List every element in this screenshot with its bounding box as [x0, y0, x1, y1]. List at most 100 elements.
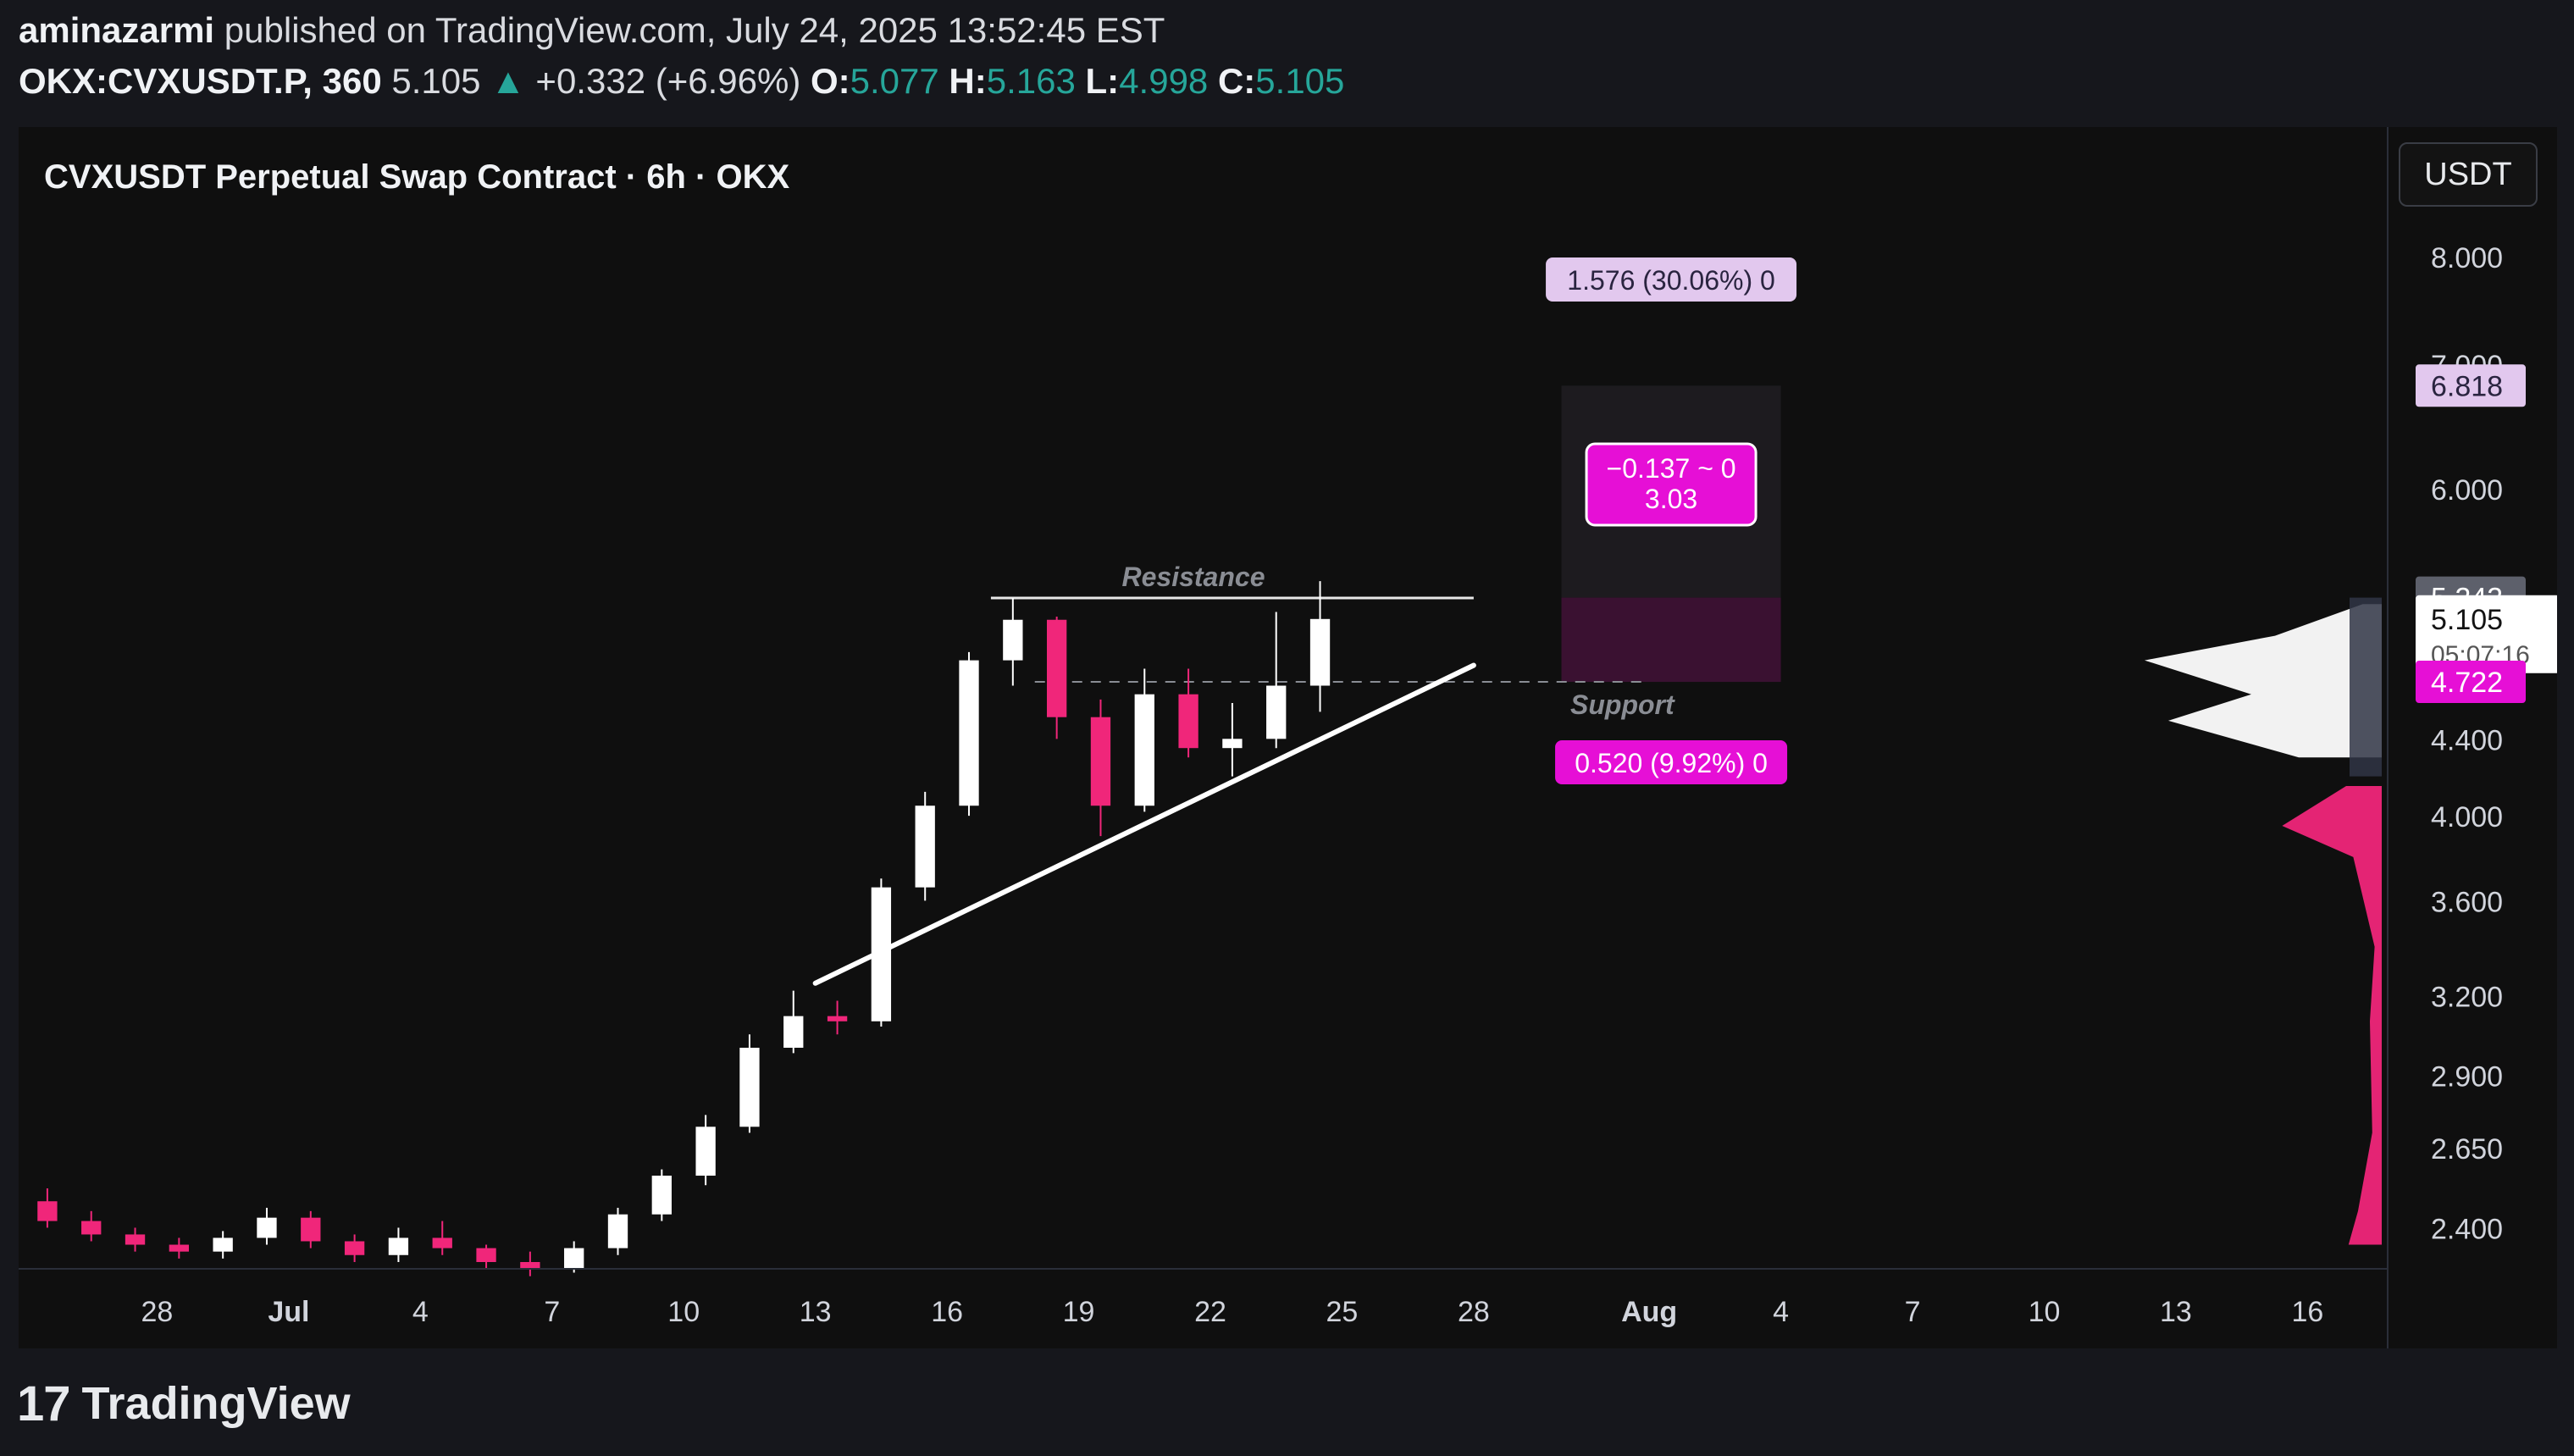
candle-body: [1134, 694, 1154, 806]
candle-body: [37, 1201, 58, 1221]
candle-body: [607, 1214, 628, 1248]
x-tick-label: Aug: [1621, 1296, 1677, 1328]
candle-body: [388, 1237, 409, 1255]
candle-body: [739, 1047, 760, 1127]
candle-body: [125, 1234, 146, 1245]
candle-body: [476, 1248, 496, 1262]
y-tick-label: 3.600: [2431, 886, 2503, 918]
candle-body: [169, 1244, 190, 1252]
candle-body: [432, 1237, 452, 1248]
target-label-bg: [1546, 257, 1797, 302]
x-tick-label: 16: [2291, 1296, 2323, 1328]
chart-panel: [19, 127, 2557, 1348]
tradingview-brand[interactable]: 17 TradingView: [17, 1374, 351, 1433]
candles: [37, 581, 1331, 1276]
stop-label-bg: [1555, 740, 1788, 784]
price-chart[interactable]: 1.576 (30.06%) 0 0.520 (9.92%) 0 −0.137 ~ …: [19, 127, 2557, 1348]
publish-text: published on TradingView.com, July 24, 2…: [224, 10, 1165, 50]
price-label-bg: [2416, 595, 2557, 673]
open-label: O:: [810, 61, 850, 101]
candle-body: [915, 806, 935, 888]
price-label-bg: [2416, 364, 2526, 407]
candle-body: [1266, 685, 1287, 739]
y-tick-label: 8.000: [2431, 242, 2503, 274]
candle-body: [783, 1016, 804, 1048]
risk-reward-ratio: 3.03: [1645, 484, 1697, 514]
price-change: +0.332 (+6.96%): [535, 61, 801, 101]
candle-body: [695, 1127, 716, 1176]
x-tick-label: 13: [800, 1296, 832, 1328]
value-area-bar: [2350, 597, 2382, 777]
y-tick-label: 3.200: [2431, 982, 2503, 1014]
x-tick-label: 10: [667, 1296, 700, 1328]
last-price: 5.105: [391, 61, 481, 101]
close-value: 5.105: [1255, 61, 1345, 101]
price-label: 5.105: [2431, 604, 2503, 636]
x-tick-label: 16: [931, 1296, 963, 1328]
stop-label: 0.520 (9.92%) 0: [1575, 748, 1768, 778]
candle-body: [1178, 694, 1198, 749]
y-tick-label: 6.000: [2431, 474, 2503, 507]
candle-body: [1309, 618, 1331, 686]
x-tick-label: 4: [412, 1296, 429, 1328]
stop-zone: [1561, 597, 1781, 683]
candle-body: [1003, 619, 1023, 661]
x-tick-label: 7: [544, 1296, 560, 1328]
y-tick-label: 4.000: [2431, 801, 2503, 833]
chart-texts: CVXUSDT Perpetual Swap Contract · 6h · O…: [44, 158, 1675, 720]
close-label: C:: [1217, 61, 1256, 101]
candle-body: [1090, 717, 1111, 806]
low-label: L:: [1085, 61, 1120, 101]
risk-reward-line1: −0.137 ~ 0: [1607, 453, 1736, 484]
open-value: 5.077: [850, 61, 939, 101]
x-tick-label: 22: [1194, 1296, 1226, 1328]
x-tick-label: 10: [2029, 1296, 2061, 1328]
candle-body: [871, 887, 892, 1021]
volume-profile: [2145, 597, 2382, 1245]
y-tick-label: 2.400: [2431, 1213, 2503, 1245]
risk-reward-box: [1585, 442, 1758, 527]
x-tick-label: 4: [1773, 1296, 1789, 1328]
x-tick-label: 28: [1458, 1296, 1490, 1328]
axes: 8.0007.0006.0004.4004.0003.6003.2002.900…: [19, 127, 2557, 1348]
x-tick-label: 13: [2160, 1296, 2192, 1328]
price-label-bg: [2416, 661, 2526, 704]
candle-body: [1222, 739, 1243, 749]
x-tick-label: 19: [1063, 1296, 1095, 1328]
symbol-name: OKX:CVXUSDT.P, 360: [19, 61, 382, 101]
price-label: 4.722: [2431, 667, 2503, 699]
candle-body: [959, 660, 979, 806]
symbol-info-line: OKX:CVXUSDT.P, 360 5.105 ▲ +0.332 (+6.96…: [19, 61, 1344, 102]
low-value: 4.998: [1119, 61, 1209, 101]
publish-info: aminazarmi published on TradingView.com,…: [19, 10, 1165, 51]
drawing-lines[interactable]: [812, 596, 1650, 986]
price-label: 6.818: [2431, 370, 2503, 402]
tradingview-logo-icon: 17: [17, 1376, 71, 1431]
currency-button[interactable]: USDT: [2399, 142, 2538, 207]
x-tick-label: Jul: [268, 1296, 309, 1328]
candle-body: [81, 1221, 102, 1235]
high-value: 5.163: [986, 61, 1076, 101]
author-name[interactable]: aminazarmi: [19, 10, 215, 50]
candle-body: [213, 1237, 233, 1252]
change-arrow-icon: ▲: [490, 61, 526, 101]
x-tick-label: 7: [1905, 1296, 1921, 1328]
support-label: Support: [1570, 689, 1675, 720]
candle-body: [827, 1016, 848, 1021]
candle-body: [344, 1241, 365, 1255]
y-tick-label: 4.400: [2431, 724, 2503, 756]
candle-body: [257, 1217, 277, 1238]
target-label: 1.576 (30.06%) 0: [1567, 265, 1775, 296]
position-tool[interactable]: 1.576 (30.06%) 0 0.520 (9.92%) 0 −0.137 ~ …: [1546, 257, 1797, 784]
tradingview-wordmark: TradingView: [81, 1378, 351, 1429]
candle-body: [1046, 619, 1067, 717]
candle-body: [651, 1176, 672, 1215]
y-tick-label: 2.900: [2431, 1060, 2503, 1093]
candle-body: [301, 1217, 321, 1242]
x-tick-label: 25: [1326, 1296, 1359, 1328]
ascending-trendline: [812, 662, 1476, 986]
y-tick-label: 2.650: [2431, 1133, 2503, 1165]
volume-profile-lower: [2282, 786, 2382, 1245]
x-tick-label: 28: [141, 1296, 174, 1328]
chart-title: CVXUSDT Perpetual Swap Contract · 6h · O…: [44, 158, 789, 196]
